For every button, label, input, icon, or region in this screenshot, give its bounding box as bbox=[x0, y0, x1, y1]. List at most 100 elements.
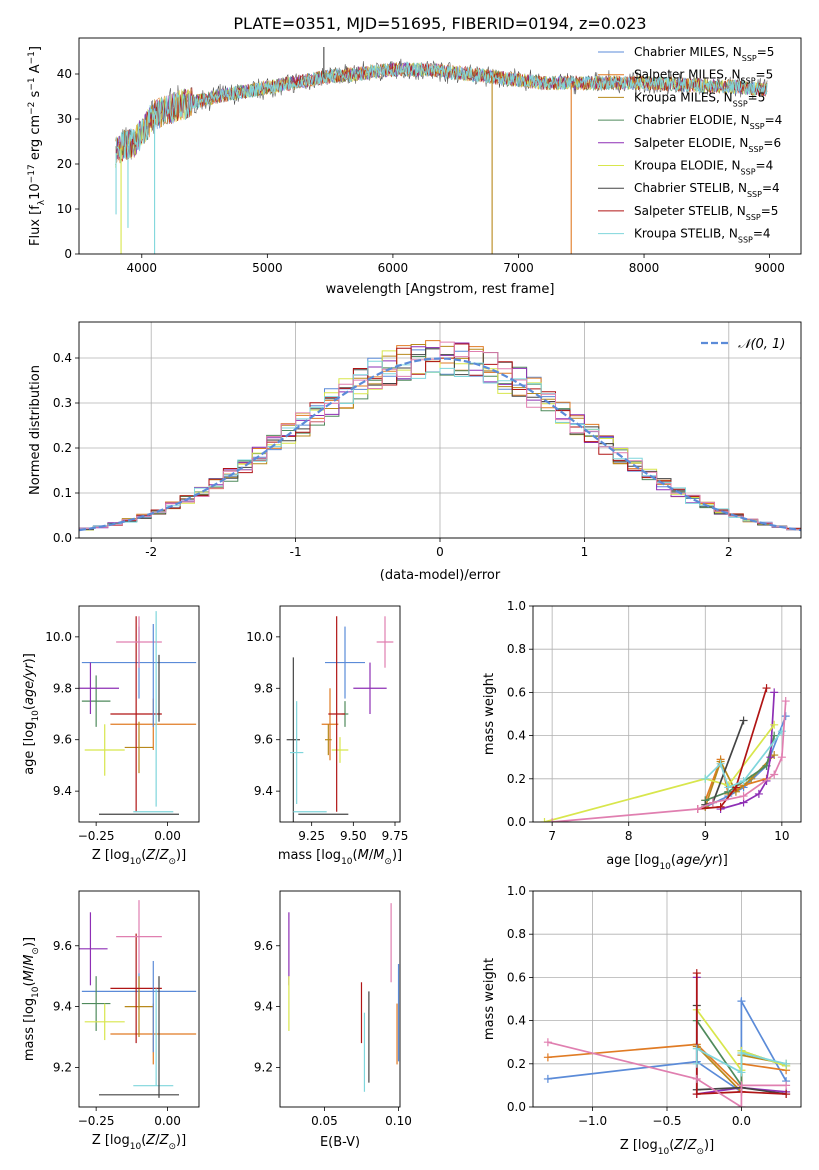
y-tick-label: 0.2 bbox=[507, 772, 526, 786]
label-part: −17 bbox=[27, 164, 37, 183]
plot-area bbox=[286, 616, 394, 822]
label-part: Z [log bbox=[92, 848, 130, 863]
weight-marker bbox=[754, 789, 763, 798]
axes-frame bbox=[532, 605, 802, 823]
x-tick-label: 0.00 bbox=[154, 1114, 181, 1128]
y-tick-label: 9.6 bbox=[254, 733, 273, 747]
weight-marker bbox=[724, 783, 733, 792]
weight-marker bbox=[708, 798, 717, 807]
x-tick-label: -2 bbox=[145, 545, 157, 559]
x-axis-label: E(B-V) bbox=[320, 1135, 360, 1150]
y-tick-label: 30 bbox=[57, 112, 72, 126]
legend-sub: SSP bbox=[750, 122, 765, 131]
label-part: / bbox=[155, 848, 160, 863]
label-part: Z bbox=[687, 1138, 698, 1153]
legend-sub: SSP bbox=[741, 76, 756, 85]
x-tick-label: 4000 bbox=[127, 261, 158, 275]
x-tick-label: 5000 bbox=[252, 261, 283, 275]
x-tick-label: 9.50 bbox=[340, 829, 367, 843]
x-tick-label: 0.05 bbox=[311, 1114, 338, 1128]
label-part: Z bbox=[159, 1133, 170, 1148]
x-axis-label: mass [log10(M/M⊙)] bbox=[278, 848, 402, 867]
legend-entry: Kroupa MILES, NSSP=5 bbox=[634, 90, 765, 108]
x-tick-label: 0.00 bbox=[154, 829, 181, 843]
y-tick-label: 0.4 bbox=[53, 351, 72, 365]
label-part: Z bbox=[145, 1133, 156, 1148]
x-axis-label: (data-model)/error bbox=[380, 568, 501, 583]
y-tick-label: 0.4 bbox=[507, 1014, 526, 1028]
label-part: ⊙ bbox=[31, 947, 41, 955]
x-tick-label: −0.25 bbox=[78, 1114, 115, 1128]
label-part: 10 bbox=[658, 1147, 670, 1157]
weight-marker bbox=[693, 805, 702, 814]
y-tick-label: 0 bbox=[64, 247, 72, 261]
plot-area bbox=[540, 684, 790, 822]
y-tick-label: 9.4 bbox=[254, 784, 273, 798]
x-tick-label: 9.25 bbox=[298, 829, 325, 843]
axes-frame bbox=[279, 890, 401, 1108]
x-tick-label: −0.5 bbox=[652, 1114, 681, 1128]
label-part: 10 bbox=[28, 183, 43, 200]
label-part: )] bbox=[176, 1133, 186, 1148]
weight-marker bbox=[737, 1068, 746, 1077]
weight-marker bbox=[737, 1049, 746, 1057]
legend-entry: Salpeter MILES, NSSP=5 bbox=[634, 68, 773, 86]
y-tick-label: 0.6 bbox=[507, 970, 526, 984]
label-part: Z bbox=[159, 848, 170, 863]
weight-marker bbox=[770, 770, 779, 779]
weight-marker bbox=[777, 727, 786, 736]
y-axis-label: age [log10(age/yr)] bbox=[22, 653, 41, 775]
label-part: Z [log bbox=[92, 1133, 130, 1148]
legend-text: Kroupa ELODIE, N bbox=[634, 159, 741, 173]
weight-marker bbox=[781, 697, 790, 706]
mass-vs-reddening-panel: 0.05 0.10 9.2 9.4 9.6 E(B-V) bbox=[254, 890, 412, 1150]
weight-marker bbox=[739, 776, 748, 785]
weight-marker bbox=[716, 759, 725, 768]
weight-marker bbox=[716, 802, 725, 811]
y-axis-label: mass weight bbox=[482, 958, 497, 1040]
weight-line bbox=[697, 687, 768, 810]
weight-marker bbox=[543, 1053, 552, 1062]
label-part: 10 bbox=[341, 857, 353, 867]
x-axis-label: Z [log10(Z/Z⊙)] bbox=[92, 1133, 186, 1152]
legend-text: Kroupa STELIB, N bbox=[634, 227, 738, 241]
y-tick-label: 1.0 bbox=[507, 599, 526, 613]
label-part: −1 bbox=[27, 77, 37, 90]
label-part: 10 bbox=[659, 862, 671, 872]
y-tick-label: 0.3 bbox=[53, 396, 72, 410]
y-tick-label: 9.6 bbox=[254, 939, 273, 953]
label-part: ( bbox=[353, 848, 358, 863]
y-tick-label: 9.8 bbox=[53, 681, 72, 695]
residual-histogram-panel: -2 -1 0 1 2 0.0 0.1 0.2 0.3 0.4 (data-model)/error… bbox=[28, 321, 802, 583]
legend-entry: Salpeter ELODIE, NSSP=6 bbox=[634, 136, 781, 154]
weight-line bbox=[552, 700, 787, 822]
axes-frame bbox=[279, 605, 401, 823]
plot-area bbox=[79, 611, 197, 815]
y-tick-label: 9.2 bbox=[254, 1060, 273, 1074]
x-tick-label: 7000 bbox=[503, 261, 534, 275]
label-part: M bbox=[373, 848, 384, 863]
weight-marker bbox=[692, 1044, 701, 1053]
label-part: ( bbox=[669, 1138, 674, 1153]
weight-marker bbox=[770, 688, 779, 697]
weight-vs-metallicity-panel: −1.0 −0.5 0.00.00.20.40.60.81.0Z [log10(Z/… bbox=[482, 884, 802, 1157]
label-part: )] bbox=[22, 937, 37, 947]
plot-area bbox=[79, 340, 801, 533]
weight-marker bbox=[770, 720, 779, 729]
spectrum-line bbox=[115, 62, 768, 164]
weight-marker bbox=[737, 997, 746, 1006]
label-part: M bbox=[22, 970, 37, 981]
y-tick-label: 10.0 bbox=[246, 630, 273, 644]
weight-marker bbox=[548, 818, 557, 822]
y-tick-label: 9.6 bbox=[53, 733, 72, 747]
legend-text: Chabrier ELODIE, N bbox=[634, 113, 750, 127]
legend-suffix: =6 bbox=[763, 136, 781, 150]
label-part: λ bbox=[37, 199, 47, 205]
x-tick-label: -1 bbox=[290, 545, 302, 559]
label-part: Z [log bbox=[620, 1138, 658, 1153]
legend-suffix: =5 bbox=[756, 68, 774, 82]
label-part: ⊙ bbox=[384, 857, 392, 867]
normal-curve bbox=[79, 357, 801, 532]
legend-text: Salpeter ELODIE, N bbox=[634, 136, 748, 150]
weight-marker bbox=[782, 1059, 791, 1068]
